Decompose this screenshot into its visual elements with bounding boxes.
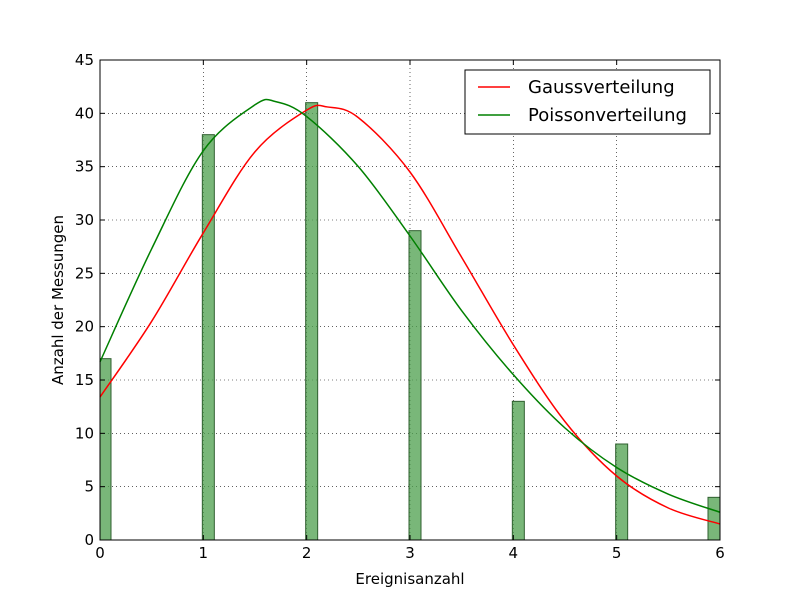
gauss-curve (99, 104, 721, 525)
legend-label-gauss: Gaussverteilung (528, 77, 675, 98)
histogram-bars (99, 102, 721, 541)
y-tick-label: 30 (75, 211, 94, 229)
x-tick-label: 2 (302, 544, 312, 562)
y-axis-label: Anzahl der Messungen (49, 215, 67, 385)
x-axis-label: Ereignisanzahl (355, 570, 464, 588)
fit-curves (99, 98, 721, 525)
histogram-bar (99, 358, 112, 541)
legend-box (464, 69, 711, 135)
histogram-bar (201, 134, 215, 541)
poisson-curve (99, 98, 721, 513)
legend-label-poisson: Poissonverteilung (528, 105, 687, 126)
histogram-bar (707, 496, 721, 541)
y-tick-label: 35 (75, 158, 94, 176)
y-tick-label: 10 (75, 424, 94, 442)
legend: Gaussverteilung Poissonverteilung (464, 69, 711, 135)
histogram-bar (408, 230, 422, 541)
y-tick-label: 15 (75, 371, 94, 389)
x-tick-label: 1 (199, 544, 209, 562)
y-tick-label: 20 (75, 318, 94, 336)
x-tick-label: 0 (95, 544, 105, 562)
histogram-bar (511, 400, 525, 541)
y-tick-label: 40 (75, 104, 94, 122)
histogram-bar (305, 102, 319, 541)
x-tick-label: 4 (509, 544, 519, 562)
x-tick-label: 6 (715, 544, 725, 562)
x-tick-label: 3 (405, 544, 415, 562)
y-tick-label: 45 (75, 51, 94, 69)
y-tick-label: 0 (84, 531, 94, 549)
y-tick-label: 5 (84, 478, 94, 496)
histogram-bar (615, 443, 629, 541)
x-tick-label: 5 (612, 544, 622, 562)
y-tick-label: 25 (75, 264, 94, 282)
